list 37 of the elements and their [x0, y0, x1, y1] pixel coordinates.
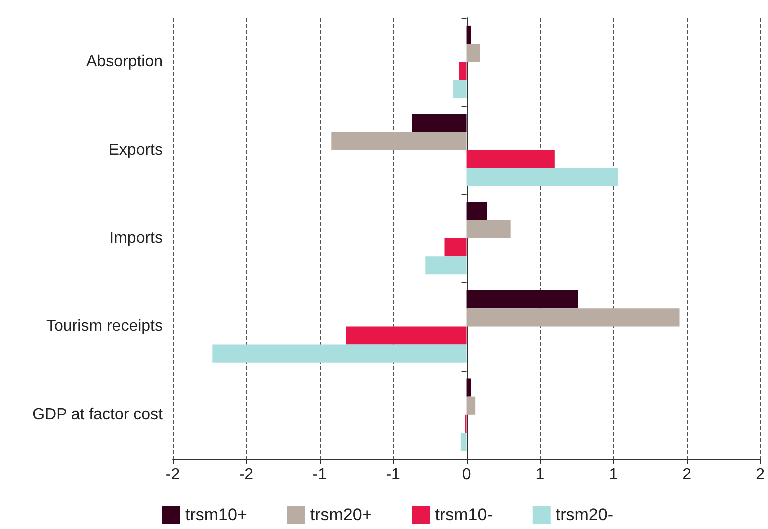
y-tick-label: GDP at factor cost: [32, 406, 164, 424]
bar: [459, 62, 467, 80]
legend-label: trsm20+: [310, 506, 372, 524]
bar: [466, 290, 578, 309]
bar: [466, 150, 555, 168]
bar: [466, 308, 680, 327]
y-tick-label: Imports: [110, 230, 163, 247]
x-tick-label: 1: [536, 466, 545, 484]
bar: [466, 202, 488, 220]
legend-label: trsm10-: [435, 506, 493, 524]
bar: [332, 132, 467, 150]
x-tick-label: 1: [609, 466, 618, 484]
x-tick-label: -2: [166, 466, 180, 484]
bar: [212, 344, 467, 363]
x-tick-label: 0: [462, 466, 472, 484]
bar: [466, 378, 472, 397]
legend-label: trsm10+: [186, 506, 248, 524]
bar: [466, 396, 476, 415]
y-tick-label: Absorption: [86, 54, 163, 71]
bar: [466, 220, 511, 238]
y-tick-label: Exports: [108, 142, 163, 159]
bar: [460, 432, 467, 452]
x-tick-label: -1: [312, 466, 328, 484]
bar: [466, 44, 480, 62]
bar: [466, 26, 472, 44]
bar: [444, 238, 467, 257]
x-tick-label: -2: [239, 466, 254, 484]
x-tick-label: 2: [682, 466, 692, 484]
x-tick-label: -1: [386, 466, 401, 484]
bar: [466, 168, 618, 186]
bar: [346, 326, 467, 345]
bar: [426, 256, 467, 275]
bar: [454, 80, 467, 98]
x-tick-label: 2: [756, 466, 766, 484]
bar: [412, 114, 467, 132]
legend-label: trsm20-: [556, 506, 614, 524]
y-tick-label: Tourism receipts: [46, 318, 163, 336]
